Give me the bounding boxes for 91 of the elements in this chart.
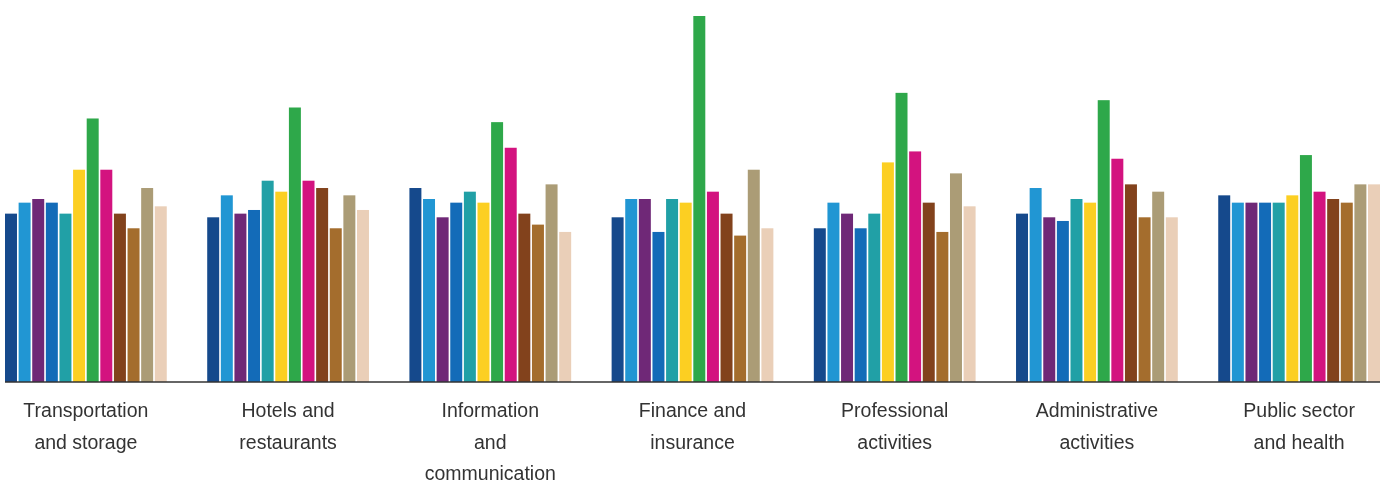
bar bbox=[477, 202, 490, 382]
bar bbox=[1165, 217, 1178, 382]
x-tick-label: Hotels and restaurants bbox=[239, 399, 338, 453]
bar bbox=[436, 217, 449, 382]
bar bbox=[32, 199, 45, 382]
bar bbox=[1245, 202, 1258, 382]
x-tick-label: Public sector and health bbox=[1243, 399, 1356, 453]
bar bbox=[141, 188, 154, 382]
bar bbox=[963, 206, 976, 382]
bar bbox=[1299, 155, 1312, 382]
bar bbox=[18, 202, 31, 382]
bar bbox=[316, 188, 329, 382]
bar bbox=[909, 151, 922, 382]
bar bbox=[868, 213, 881, 382]
bar bbox=[518, 213, 531, 382]
bar bbox=[1286, 195, 1299, 382]
bar bbox=[409, 188, 422, 382]
x-tick-label: Professional activities bbox=[841, 399, 949, 453]
bar bbox=[706, 191, 719, 382]
bar bbox=[5, 213, 17, 382]
bar bbox=[113, 213, 126, 382]
bar bbox=[652, 231, 665, 382]
bar bbox=[127, 228, 140, 382]
bar bbox=[1016, 213, 1029, 382]
bar bbox=[1138, 217, 1151, 382]
bar bbox=[545, 184, 558, 382]
bar bbox=[679, 202, 692, 382]
bar bbox=[1029, 188, 1042, 382]
bar bbox=[220, 195, 233, 382]
bar bbox=[1327, 199, 1340, 382]
bar bbox=[1259, 202, 1272, 382]
bar bbox=[720, 213, 733, 382]
bar bbox=[1070, 199, 1083, 382]
bar bbox=[329, 228, 342, 382]
bar bbox=[761, 228, 774, 382]
bar bbox=[1231, 202, 1244, 382]
bar bbox=[827, 202, 840, 382]
bar bbox=[922, 202, 935, 382]
bar bbox=[248, 209, 261, 382]
bar bbox=[936, 231, 949, 382]
bar bbox=[207, 217, 220, 382]
bar bbox=[1084, 202, 1097, 382]
bar bbox=[463, 191, 476, 382]
bar bbox=[86, 118, 99, 382]
bar bbox=[693, 16, 706, 382]
bar bbox=[611, 217, 624, 382]
bar bbox=[423, 199, 436, 382]
bar bbox=[261, 180, 274, 382]
bar bbox=[734, 235, 747, 382]
bar bbox=[895, 92, 908, 382]
bar bbox=[1272, 202, 1285, 382]
bar bbox=[100, 169, 113, 382]
bar bbox=[154, 206, 167, 382]
x-tick-label: Finance and insurance bbox=[638, 399, 747, 453]
bar bbox=[73, 169, 86, 382]
bar bbox=[638, 199, 651, 382]
bar bbox=[288, 107, 301, 382]
bar bbox=[1368, 184, 1380, 382]
bar bbox=[1354, 184, 1367, 382]
x-tick-label: Administrative activities bbox=[1035, 399, 1159, 453]
bar bbox=[559, 231, 572, 382]
bar bbox=[625, 199, 638, 382]
bar bbox=[949, 173, 962, 382]
bar bbox=[450, 202, 463, 382]
bar bbox=[1124, 184, 1137, 382]
bar bbox=[302, 180, 315, 382]
bar bbox=[275, 191, 288, 382]
bar bbox=[1111, 158, 1124, 382]
bar bbox=[45, 202, 58, 382]
bar bbox=[1152, 191, 1165, 382]
bar bbox=[491, 122, 504, 382]
bar bbox=[1313, 191, 1326, 382]
bar bbox=[1340, 202, 1353, 382]
bar bbox=[234, 213, 247, 382]
bar bbox=[813, 228, 826, 382]
bar bbox=[1218, 195, 1231, 382]
x-tick-label: Information and communication bbox=[424, 399, 556, 484]
bar bbox=[531, 224, 544, 382]
bar bbox=[666, 199, 679, 382]
bar bbox=[1056, 220, 1069, 382]
bar bbox=[1043, 217, 1056, 382]
bar bbox=[841, 213, 854, 382]
bar bbox=[1097, 100, 1110, 382]
bar bbox=[854, 228, 867, 382]
bar bbox=[356, 209, 369, 382]
bar bbox=[343, 195, 356, 382]
bar bbox=[504, 147, 517, 382]
x-tick-label: Transportation and storage bbox=[23, 399, 149, 453]
bar bbox=[881, 162, 894, 382]
bar bbox=[59, 213, 72, 382]
bar bbox=[747, 169, 760, 382]
